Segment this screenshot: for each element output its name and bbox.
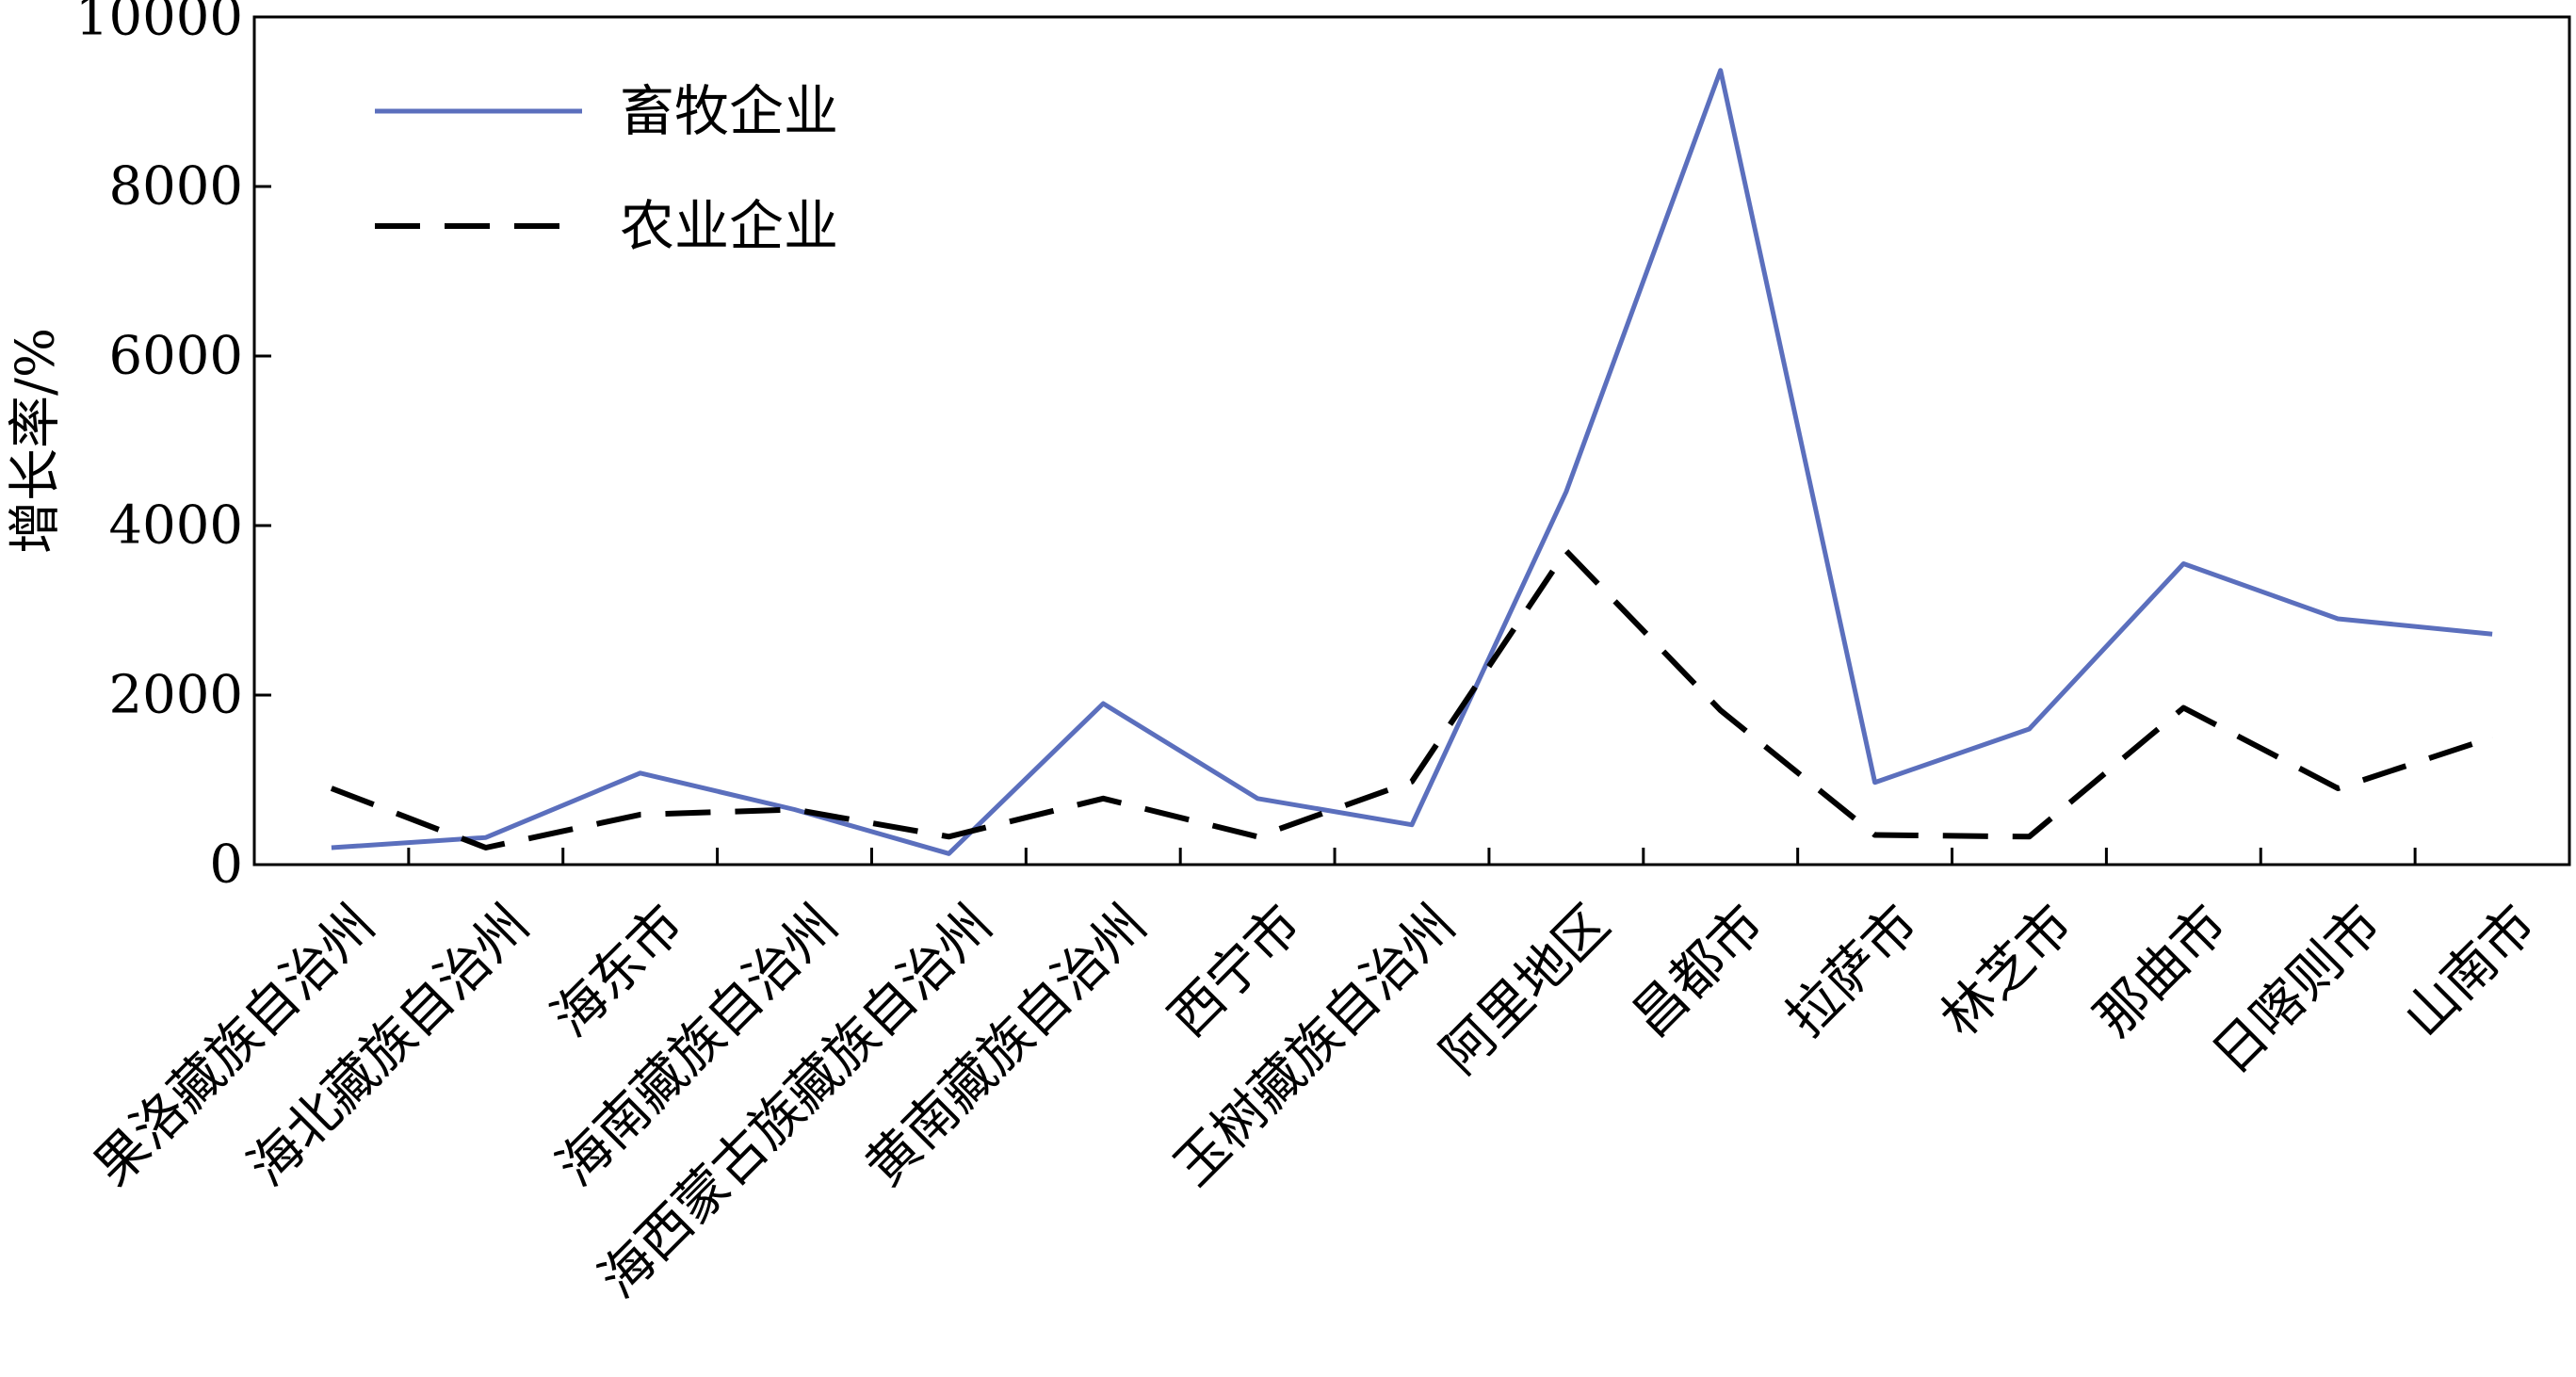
y-tick-label: 4000 (108, 495, 243, 557)
y-tick-label: 6000 (108, 326, 243, 387)
plot-area: 0 2000 4000 6000 8000 10000 果洛藏族自治州海北藏族自治州海东市海… (6, 0, 2570, 1310)
x-category-label: 阿里地区 (1429, 894, 1621, 1086)
x-category-label: 海南藏族自治州 (545, 894, 850, 1198)
series-line-agriculture (332, 551, 2492, 848)
plot-frame (254, 17, 2569, 865)
x-category-label: 日喀则市 (2201, 894, 2393, 1086)
x-category-label: 昌都市 (1621, 894, 1776, 1049)
x-category-label: 西宁市 (1158, 894, 1313, 1049)
x-category-label: 拉萨市 (1775, 894, 1931, 1049)
x-category-label: 黄南藏族自治州 (854, 894, 1158, 1198)
x-category-label: 那曲市 (2083, 894, 2239, 1049)
legend-label: 农业企业 (620, 194, 838, 258)
y-tick-label: 10000 (75, 0, 243, 48)
x-category-label: 海东市 (541, 894, 696, 1049)
x-category-label: 果洛藏族自治州 (83, 894, 387, 1198)
series-line-livestock (332, 71, 2492, 854)
x-category-label: 山南市 (2392, 894, 2548, 1049)
x-category-label: 玉树藏族自治州 (1163, 894, 1467, 1198)
y-tick-label: 2000 (108, 665, 243, 726)
legend-label: 畜牧企业 (620, 79, 838, 143)
x-category-label: 海北藏族自治州 (236, 894, 541, 1198)
x-category-label: 林芝市 (1929, 894, 2084, 1049)
y-axis-title: 增长率/% (6, 328, 67, 554)
y-tick-label: 0 (209, 834, 243, 896)
y-tick-label: 8000 (108, 156, 243, 218)
